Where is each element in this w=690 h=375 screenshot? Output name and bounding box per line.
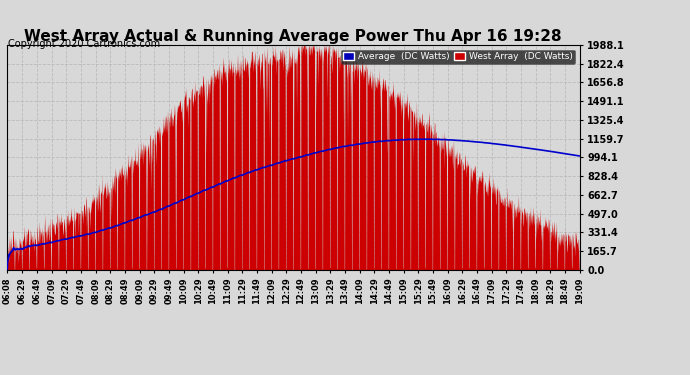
Legend: Average  (DC Watts), West Array  (DC Watts): Average (DC Watts), West Array (DC Watts… (341, 50, 575, 64)
Title: West Array Actual & Running Average Power Thu Apr 16 19:28: West Array Actual & Running Average Powe… (24, 29, 562, 44)
Text: Copyright 2020 Cartronics.com: Copyright 2020 Cartronics.com (8, 39, 160, 50)
